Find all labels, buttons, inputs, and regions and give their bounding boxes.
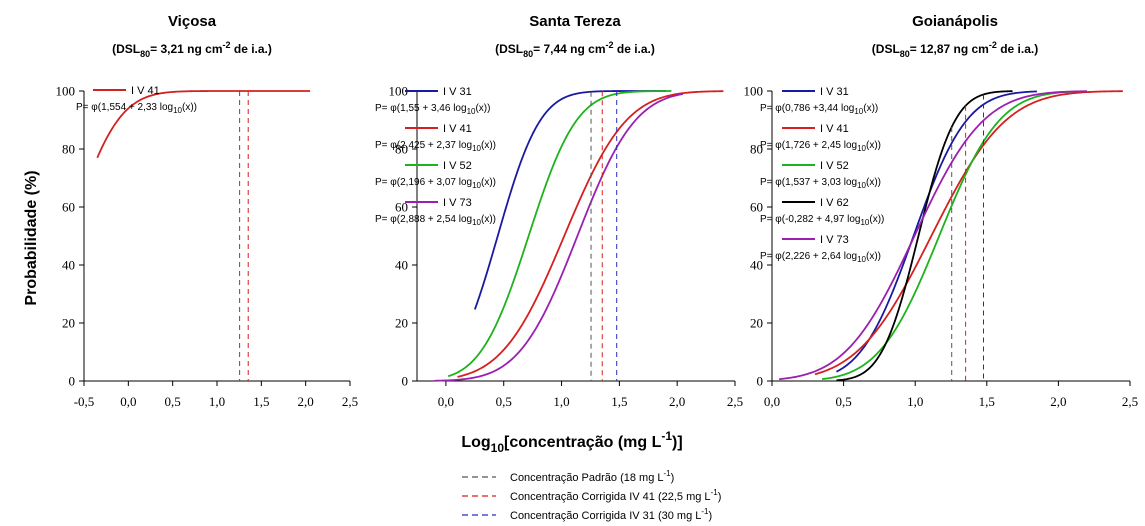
- legend-equation: P= φ(1,537 + 3,03 log10(x)): [760, 177, 881, 190]
- series-line: [779, 90, 1088, 381]
- x-tick-label: 1,5: [979, 394, 995, 409]
- x-tick-label: 1,0: [907, 394, 923, 409]
- y-tick-label: 40: [750, 258, 763, 273]
- legend-entry: I V 41: [820, 123, 849, 135]
- x-tick-label: 2,0: [1050, 394, 1066, 409]
- x-tick-label: 2,0: [298, 394, 314, 409]
- series-line: [836, 90, 1013, 382]
- y-tick-label: 0: [402, 374, 409, 389]
- legend-equation: P= φ(2,425 + 2,37 log10(x)): [375, 140, 496, 153]
- legend-entry: I V 62: [820, 197, 849, 209]
- x-tick-label: 0,0: [438, 394, 454, 409]
- x-tick-label: 2,5: [342, 394, 358, 409]
- x-tick-label: -0,5: [74, 394, 95, 409]
- y-tick-label: 100: [389, 84, 409, 99]
- y-tick-label: 80: [750, 142, 763, 157]
- y-tick-label: 40: [395, 258, 408, 273]
- y-tick-label: 20: [62, 316, 75, 331]
- series-line: [96, 90, 311, 159]
- x-tick-label: 2,5: [1122, 394, 1138, 409]
- chart-subtitle: (DSL80= 7,44 ng cm-2 de i.a.): [495, 40, 655, 59]
- y-tick-label: 80: [395, 142, 408, 157]
- legend-entry: I V 73: [820, 234, 849, 246]
- chart-title: Goianápolis: [912, 13, 998, 30]
- series-line: [836, 90, 1037, 373]
- x-tick-label: 0,0: [120, 394, 136, 409]
- chart-subtitle: (DSL80= 12,87 ng cm-2 de i.a.): [872, 40, 1038, 59]
- legend-equation: P= φ(0,786 +3,44 log10(x)): [760, 103, 878, 116]
- series-line: [447, 90, 672, 378]
- legend-equation: P= φ(2,196 + 3,07 log10(x)): [375, 177, 496, 190]
- ref-padrao-label: Concentração Padrão (18 mg L-1): [510, 469, 674, 484]
- y-tick-label: 100: [56, 84, 76, 99]
- y-tick-label: 60: [750, 200, 763, 215]
- legend-equation: P= φ(2,226 + 2,64 log10(x)): [760, 251, 881, 264]
- x-tick-label: 2,0: [669, 394, 685, 409]
- series-line: [473, 90, 666, 310]
- legend-entry: I V 52: [443, 160, 472, 172]
- x-tick-label: 0,5: [835, 394, 851, 409]
- x-tick-label: 1,5: [611, 394, 627, 409]
- chart-panel: Viçosa (DSL80= 3,21 ng cm-2 de i.a.) 0 20 40…: [56, 13, 359, 409]
- legend-equation: P= φ(1,726 + 2,45 log10(x)): [760, 140, 881, 153]
- x-axis-label: Log10[concentração (mg L-1)]: [461, 429, 682, 455]
- y-tick-label: 100: [744, 84, 764, 99]
- y-tick-label: 0: [757, 374, 764, 389]
- series-line: [434, 93, 684, 382]
- chart-panel: Goianápolis (DSL80= 12,87 ng cm-2 de i.a.…: [744, 13, 1139, 409]
- x-tick-label: 1,5: [253, 394, 269, 409]
- ref-iv31-label: Concentração Corrigida IV 31 (30 mg L-1): [510, 507, 712, 522]
- legend-entry: I V 41: [443, 123, 472, 135]
- x-tick-label: 0,0: [764, 394, 780, 409]
- legend-entry: I V 41: [131, 85, 160, 97]
- x-tick-label: 2,5: [727, 394, 743, 409]
- x-tick-label: 1,0: [553, 394, 569, 409]
- chart-title: Santa Tereza: [529, 13, 621, 30]
- legend-equation: P= φ(1,554 + 2,33 log10(x)): [76, 102, 197, 115]
- x-tick-label: 0,5: [165, 394, 181, 409]
- legend-entry: I V 73: [443, 197, 472, 209]
- legend-equation: P= φ(1,55 + 3,46 log10(x)): [375, 103, 490, 116]
- y-tick-label: 60: [395, 200, 408, 215]
- legend-equation: P= φ(2,888 + 2,54 log10(x)): [375, 214, 496, 227]
- series-line: [457, 90, 724, 378]
- ref-iv41-label: Concentração Corrigida IV 41 (22,5 mg L-…: [510, 488, 721, 503]
- reference-legend: Concentração Padrão (18 mg L-1) Concentra…: [462, 469, 721, 522]
- x-tick-label: 1,0: [209, 394, 225, 409]
- chart-subtitle: (DSL80= 3,21 ng cm-2 de i.a.): [112, 40, 272, 59]
- legend-equation: P= φ(-0,282 + 4,97 log10(x)): [760, 214, 884, 227]
- legend-entry: I V 31: [820, 86, 849, 98]
- series-line: [814, 90, 1123, 376]
- legend-entry: I V 31: [443, 86, 472, 98]
- y-tick-label: 20: [750, 316, 763, 331]
- y-tick-label: 60: [62, 200, 75, 215]
- chart-panel: Santa Tereza (DSL80= 7,44 ng cm-2 de i.a.…: [375, 13, 743, 409]
- series-line: [822, 90, 1073, 380]
- legend-entry: I V 52: [820, 160, 849, 172]
- y-axis-label: Probabilidade (%): [23, 170, 40, 305]
- y-tick-label: 20: [395, 316, 408, 331]
- y-tick-label: 80: [62, 142, 75, 157]
- x-tick-label: 0,5: [496, 394, 512, 409]
- chart-title: Viçosa: [168, 13, 217, 30]
- y-tick-label: 0: [69, 374, 76, 389]
- y-tick-label: 40: [62, 258, 75, 273]
